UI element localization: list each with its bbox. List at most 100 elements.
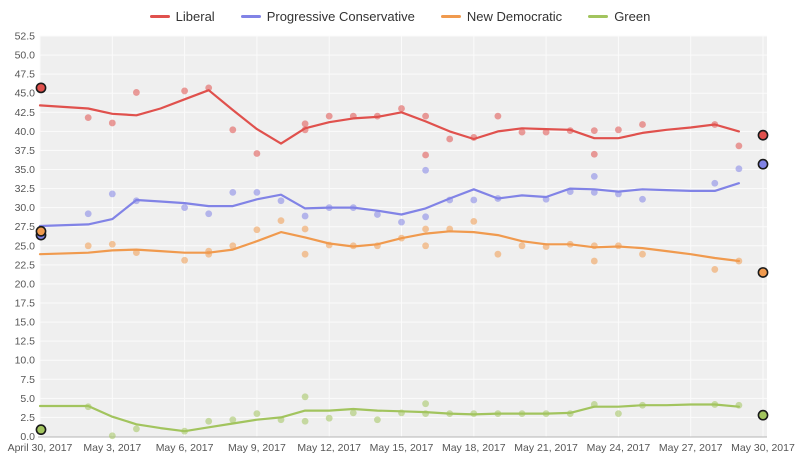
- poll-point-green: [374, 416, 381, 424]
- x-axis-tick-label: May 24, 2017: [587, 442, 651, 454]
- chart-legend: Liberal Progressive Conservative New Democ…: [0, 6, 800, 26]
- legend-item-new-democratic[interactable]: New Democratic: [440, 8, 563, 24]
- poll-point-liberal: [735, 142, 743, 150]
- poll-point-green: [253, 410, 261, 418]
- poll-point-progressive-conservative: [84, 210, 92, 218]
- poll-point-green: [422, 400, 429, 408]
- y-axis-tick-label: 12.5: [15, 336, 36, 348]
- poll-point-new-democratic: [494, 250, 502, 258]
- poll-point-liberal: [518, 128, 526, 136]
- y-axis-tick-label: 25.0: [15, 240, 36, 252]
- y-axis-tick-label: 35.0: [15, 164, 36, 176]
- poll-point-green: [229, 416, 237, 424]
- poll-point-new-democratic: [470, 217, 478, 225]
- y-axis-tick-label: 47.5: [15, 69, 36, 81]
- poll-point-liberal: [446, 135, 454, 143]
- poll-point-progressive-conservative: [301, 212, 309, 220]
- election-result-marker-new-democratic: [757, 267, 769, 278]
- poll-point-new-democratic: [590, 257, 598, 265]
- poll-point-progressive-conservative: [735, 165, 743, 173]
- poll-point-green: [301, 393, 309, 401]
- y-axis-tick-label: 52.5: [15, 31, 36, 43]
- trend-line-liberal: [38, 89, 741, 145]
- x-axis-tick-label: May 27, 2017: [659, 442, 723, 454]
- poll-point-liberal: [494, 112, 502, 120]
- poll-point-green: [301, 417, 309, 425]
- poll-point-progressive-conservative: [590, 188, 598, 196]
- poll-point-new-democratic: [108, 240, 116, 248]
- y-axis-tick-label: 32.5: [15, 183, 36, 195]
- poll-point-progressive-conservative: [398, 218, 405, 226]
- legend-swatch-green: [588, 14, 609, 18]
- x-axis-tick-label: May 30, 2017: [731, 442, 795, 454]
- poll-point-progressive-conservative: [470, 196, 478, 204]
- legend-label-progressive-conservative: Progressive Conservative: [266, 8, 415, 24]
- poll-point-progressive-conservative: [422, 166, 429, 174]
- poll-point-green: [205, 417, 213, 425]
- legend-item-liberal[interactable]: Liberal: [149, 8, 215, 24]
- poll-point-liberal: [301, 120, 309, 128]
- y-axis-tick-label: 0.0: [20, 431, 35, 443]
- x-axis-tick-label: May 9, 2017: [228, 442, 286, 454]
- x-axis-tick-label: May 12, 2017: [297, 442, 361, 454]
- y-axis-tick-label: 22.5: [15, 259, 36, 271]
- poll-point-liberal: [229, 126, 237, 134]
- y-axis-tick-label: 45.0: [15, 88, 36, 100]
- y-axis-tick-label: 20.0: [15, 278, 36, 290]
- election-result-marker-green: [757, 409, 769, 421]
- poll-point-progressive-conservative: [108, 190, 116, 198]
- poll-point-new-democratic: [84, 242, 92, 250]
- poll-point-liberal: [590, 150, 598, 158]
- x-axis-tick-label: April 30, 2017: [8, 442, 73, 454]
- poll-point-liberal: [133, 89, 140, 96]
- y-axis-tick-label: 10.0: [15, 355, 36, 367]
- poll-point-liberal: [205, 84, 213, 92]
- poll-point-new-democratic: [181, 256, 189, 264]
- poll-point-liberal: [590, 127, 598, 134]
- legend-label-green: Green: [614, 8, 651, 24]
- poll-point-progressive-conservative: [205, 210, 213, 218]
- legend-label-liberal: Liberal: [175, 8, 215, 24]
- poll-point-new-democratic: [133, 249, 140, 257]
- y-axis-tick-label: 5.0: [20, 393, 35, 405]
- previous-election-marker-new-democratic: [35, 225, 47, 237]
- previous-election-marker-liberal: [35, 82, 47, 94]
- previous-election-marker-green: [35, 424, 47, 436]
- poll-point-progressive-conservative: [253, 188, 261, 196]
- poll-point-progressive-conservative: [229, 188, 237, 196]
- poll-point-green: [108, 432, 116, 440]
- poll-point-new-democratic: [639, 250, 646, 258]
- legend-item-progressive-conservative[interactable]: Progressive Conservative: [240, 8, 415, 24]
- poll-point-liberal: [325, 112, 333, 120]
- poll-point-liberal: [253, 150, 261, 157]
- poll-point-new-democratic: [518, 242, 526, 250]
- poll-point-green: [615, 410, 622, 418]
- poll-point-progressive-conservative: [422, 213, 429, 221]
- legend-item-green[interactable]: Green: [588, 10, 650, 23]
- trend-line-new-democratic: [38, 230, 741, 263]
- poll-point-new-democratic: [277, 217, 285, 225]
- poll-point-liberal: [181, 87, 189, 95]
- poll-point-liberal: [108, 119, 116, 127]
- y-axis-tick-label: 37.5: [15, 145, 36, 157]
- y-axis-tick-label: 27.5: [15, 221, 36, 233]
- y-axis-tick-label: 30.0: [15, 202, 36, 214]
- poll-point-progressive-conservative: [374, 211, 381, 218]
- poll-point-liberal: [84, 114, 92, 122]
- y-axis-tick-label: 7.5: [20, 374, 35, 386]
- poll-point-liberal: [639, 121, 646, 128]
- x-axis-tick-label: May 6, 2017: [156, 442, 214, 454]
- legend-label-new-democratic: New Democratic: [466, 8, 563, 24]
- y-axis-tick-label: 15.0: [15, 317, 36, 329]
- poll-point-new-democratic: [422, 225, 429, 233]
- poll-point-progressive-conservative: [639, 195, 646, 203]
- election-result-marker-progressive-conservative: [757, 158, 769, 170]
- x-axis-tick-label: May 15, 2017: [370, 442, 434, 454]
- trend-line-progressive-conservative: [38, 182, 741, 228]
- poll-point-new-democratic: [253, 226, 261, 234]
- poll-point-liberal: [422, 112, 429, 120]
- poll-point-progressive-conservative: [181, 204, 189, 212]
- poll-point-green: [133, 425, 140, 433]
- poll-point-new-democratic: [301, 250, 309, 258]
